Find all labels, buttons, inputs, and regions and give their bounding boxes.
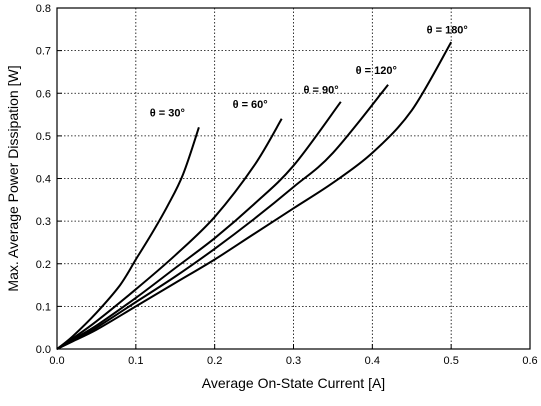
curve-annotation: θ = 30°: [150, 108, 185, 120]
x-axis-ticks: 0.0 0.1 0.2 0.3 0.4 0.5 0.6: [49, 344, 538, 367]
x-tick-label: 0.5: [444, 355, 459, 367]
y-tick-label: 0.3: [36, 216, 51, 228]
curve-annotation: θ = 120°: [356, 65, 397, 77]
series-line: [56, 126, 200, 350]
x-tick-label: 0.4: [365, 355, 380, 367]
y-tick-label: 0.2: [36, 259, 51, 271]
x-tick-label: 0.6: [522, 355, 537, 367]
y-axis-ticks: 0.0 0.1 0.2 0.3 0.4 0.5 0.6 0.7 0.8: [36, 3, 62, 356]
y-tick-label: 0.5: [36, 131, 51, 143]
x-tick-label: 0.3: [286, 355, 301, 367]
series-line: [56, 118, 283, 350]
y-tick-label: 0.0: [36, 344, 51, 356]
x-tick-label: 0.1: [128, 355, 143, 367]
x-tick-label: 0.0: [49, 355, 64, 367]
x-axis-label: Average On-State Current [A]: [202, 375, 385, 391]
grid: [57, 8, 530, 349]
curve-annotation: θ = 60°: [233, 99, 268, 111]
curve-annotations: θ = 30° θ = 60° θ = 90° θ = 120° θ = 180°: [150, 25, 468, 120]
curve-annotation: θ = 90°: [304, 84, 339, 96]
series-line: [56, 41, 453, 350]
curves: [56, 41, 453, 350]
curve-annotation: θ = 180°: [427, 25, 468, 37]
series-line: [56, 84, 389, 350]
y-tick-label: 0.8: [36, 3, 51, 15]
y-tick-label: 0.1: [36, 301, 51, 313]
y-tick-label: 0.7: [36, 46, 51, 58]
series-line: [56, 101, 342, 350]
y-tick-label: 0.4: [36, 174, 51, 186]
x-tick-label: 0.2: [207, 355, 222, 367]
y-tick-label: 0.6: [36, 88, 51, 100]
y-axis-label: Max. Average Power Dissipation [W]: [5, 65, 21, 291]
